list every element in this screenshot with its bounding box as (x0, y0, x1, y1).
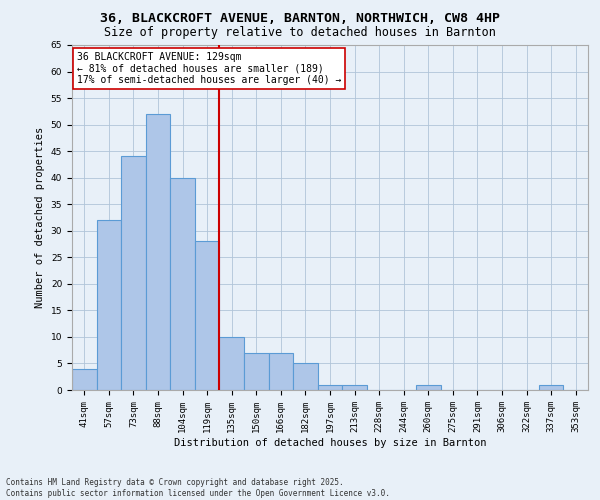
Bar (244, 353, 269, 390)
Bar (220, 337, 244, 390)
Bar (293, 364, 318, 390)
Bar (195, 242, 220, 390)
Text: Contains HM Land Registry data © Crown copyright and database right 2025.
Contai: Contains HM Land Registry data © Crown c… (6, 478, 390, 498)
Bar (121, 156, 146, 390)
X-axis label: Distribution of detached houses by size in Barnton: Distribution of detached houses by size … (174, 438, 486, 448)
Bar (97, 220, 121, 390)
Text: Size of property relative to detached houses in Barnton: Size of property relative to detached ho… (104, 26, 496, 39)
Bar (170, 178, 195, 390)
Bar (72, 369, 97, 390)
Y-axis label: Number of detached properties: Number of detached properties (35, 127, 45, 308)
Bar (539, 384, 563, 390)
Text: 36 BLACKCROFT AVENUE: 129sqm
← 81% of detached houses are smaller (189)
17% of s: 36 BLACKCROFT AVENUE: 129sqm ← 81% of de… (77, 52, 341, 85)
Text: 36, BLACKCROFT AVENUE, BARNTON, NORTHWICH, CW8 4HP: 36, BLACKCROFT AVENUE, BARNTON, NORTHWIC… (100, 12, 500, 26)
Bar (318, 384, 342, 390)
Bar (269, 353, 293, 390)
Bar (342, 384, 367, 390)
Bar (416, 384, 440, 390)
Bar (146, 114, 170, 390)
